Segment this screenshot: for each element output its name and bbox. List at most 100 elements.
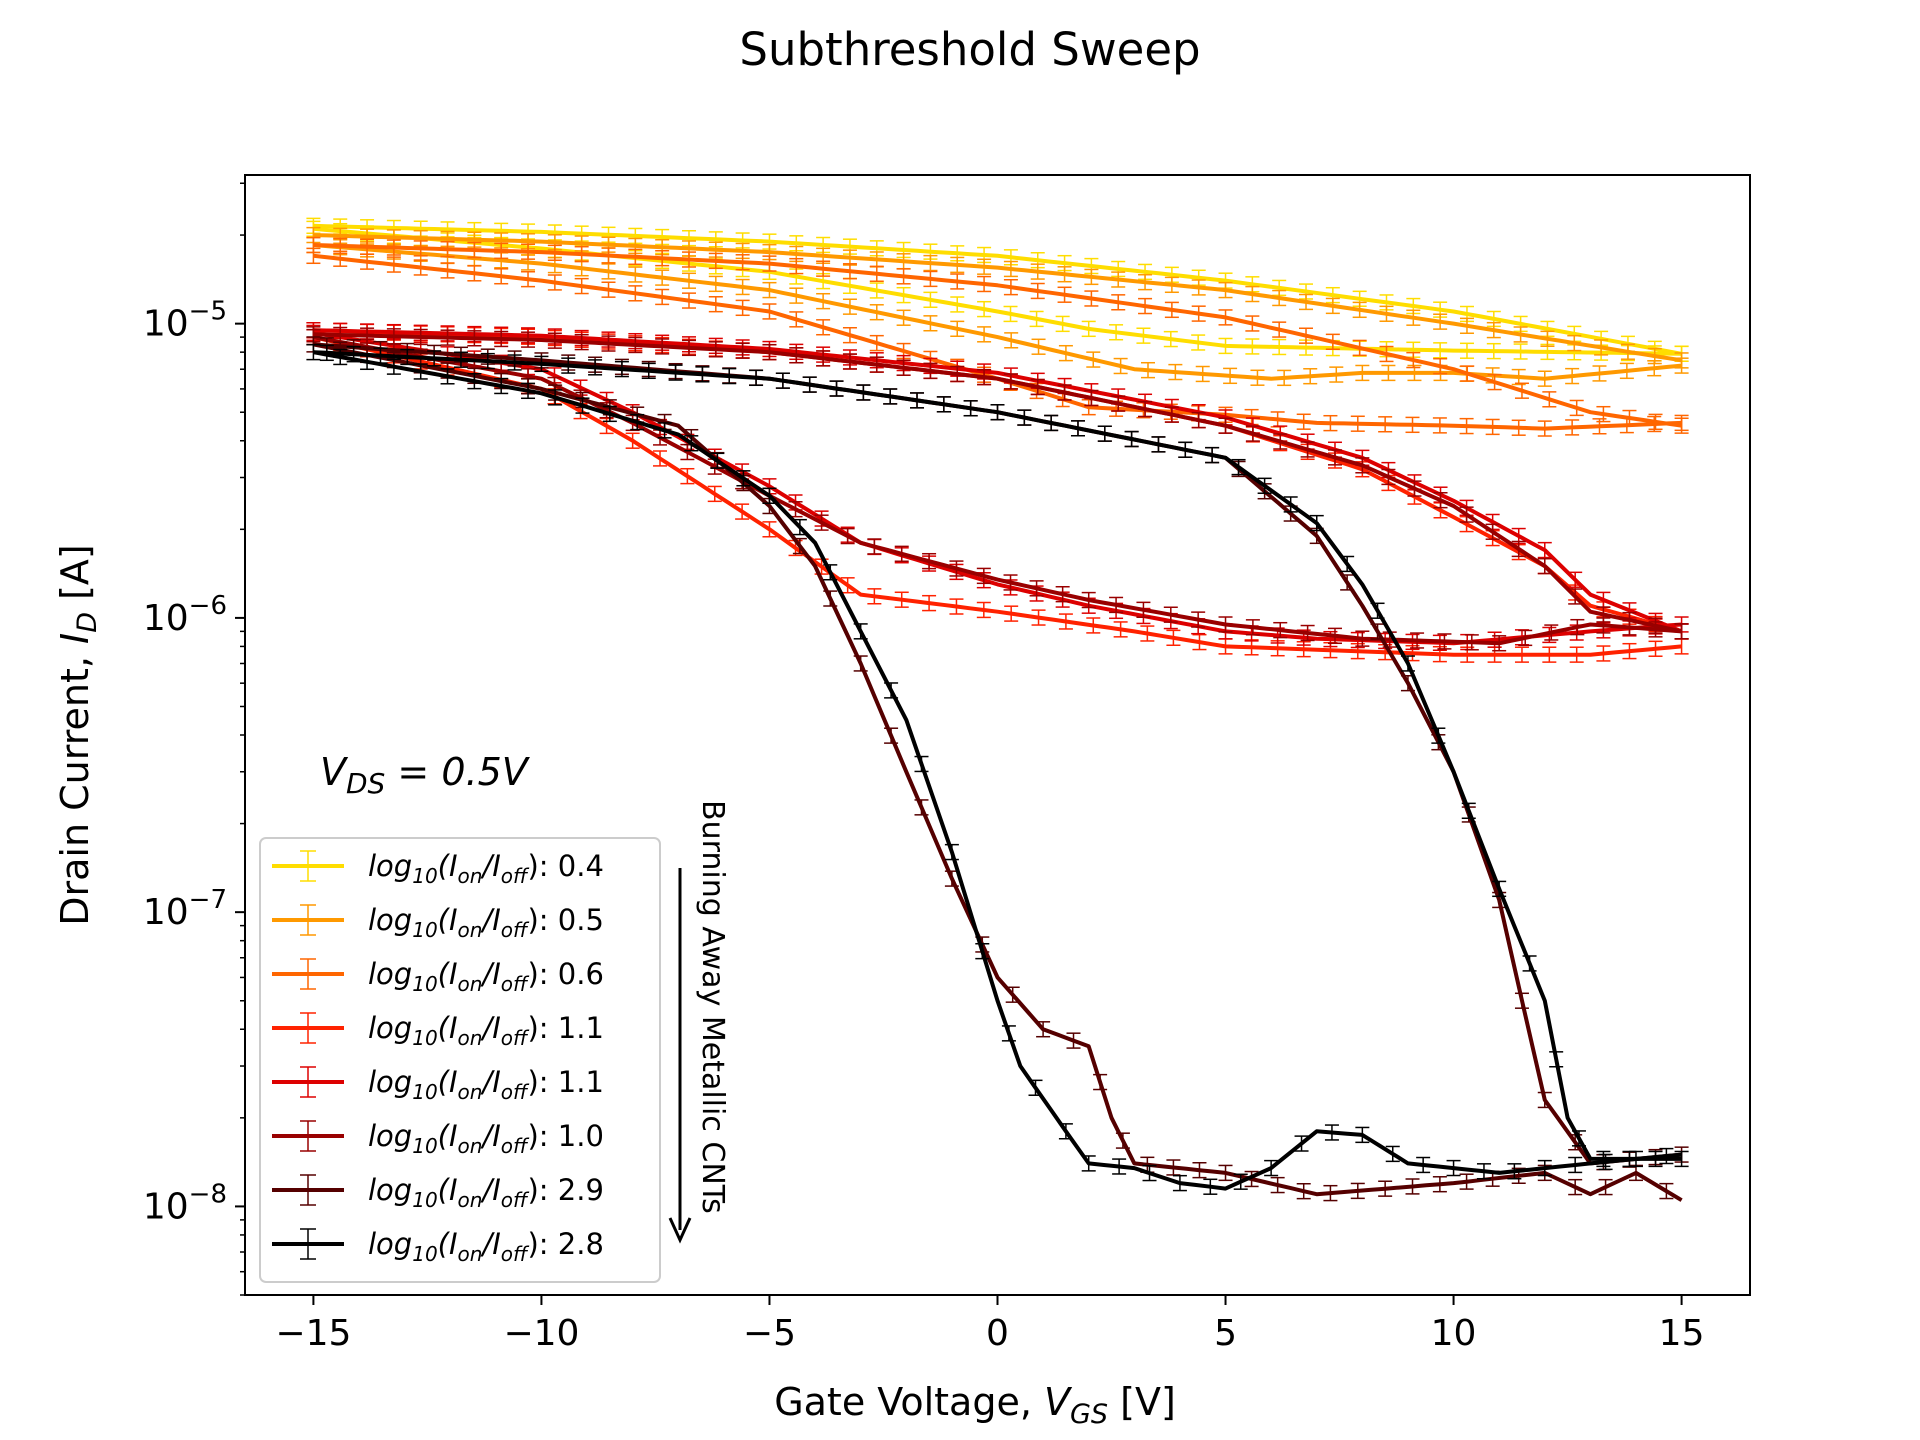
y-tick-exponent: −7 bbox=[189, 885, 227, 915]
legend-slash: /I bbox=[479, 1173, 500, 1207]
series-line-forward bbox=[313, 223, 1682, 356]
legend-label: log10(Ion/Ioff): 1.0 bbox=[368, 1119, 604, 1158]
legend-sub-on: on bbox=[458, 1188, 483, 1212]
legend-log: log bbox=[368, 1011, 412, 1045]
x-axis-label-suffix: [V] bbox=[1108, 1380, 1176, 1424]
legend-label: log10(Ion/Ioff): 0.6 bbox=[368, 957, 604, 996]
legend-log: log bbox=[368, 903, 412, 937]
legend-log: log bbox=[368, 957, 412, 991]
legend-log-base: 10 bbox=[412, 1188, 437, 1212]
y-tick-exponent: −6 bbox=[189, 591, 227, 621]
legend-log: log bbox=[368, 1119, 412, 1153]
legend-slash: /I bbox=[479, 1119, 500, 1153]
x-tick-label: 0 bbox=[986, 1313, 1009, 1354]
legend-sub-on: on bbox=[458, 1242, 483, 1266]
y-tick-exponent: −8 bbox=[189, 1179, 227, 1209]
legend-value: ): 1.1 bbox=[527, 1011, 603, 1045]
x-axis-label-subscript: GS bbox=[1070, 1399, 1108, 1430]
vds-annotation: VDS = 0.5V bbox=[320, 750, 531, 800]
legend-log-base: 10 bbox=[412, 1242, 437, 1266]
legend-sub-on: on bbox=[458, 864, 483, 888]
series-line-reverse bbox=[313, 243, 1682, 381]
x-axis-label-symbol: V bbox=[1044, 1380, 1073, 1424]
legend-entry: log10(Ion/Ioff): 2.8 bbox=[272, 1227, 604, 1266]
legend-value: ): 2.9 bbox=[527, 1173, 603, 1207]
legend-entry: log10(Ion/Ioff): 1.0 bbox=[272, 1119, 604, 1158]
legend-sub-off: off bbox=[501, 864, 530, 888]
y-tick-base: 10 bbox=[143, 304, 189, 345]
legend-slash: /I bbox=[479, 1065, 500, 1099]
legend-sub-off: off bbox=[501, 1242, 530, 1266]
series-line-forward bbox=[313, 328, 1683, 634]
legend-slash: /I bbox=[479, 1011, 500, 1045]
burning-text: Burning Away Metallic CNTs bbox=[695, 800, 730, 1214]
legend-label: log10(Ion/Ioff): 2.8 bbox=[368, 1227, 604, 1266]
vds-symbol: V bbox=[320, 750, 349, 794]
legend-log: log bbox=[368, 1227, 412, 1261]
legend-sub-off: off bbox=[501, 1080, 530, 1104]
legend-sub-off: off bbox=[501, 1188, 530, 1212]
legend-sub-on: on bbox=[458, 1026, 483, 1050]
legend-entry: log10(Ion/Ioff): 0.4 bbox=[272, 849, 604, 888]
vds-value: = 0.5V bbox=[385, 750, 530, 794]
y-axis: 10−810−710−610−5 bbox=[143, 182, 245, 1296]
legend-log: log bbox=[368, 849, 412, 883]
legend-value: ): 0.4 bbox=[527, 849, 603, 883]
legend-log-base: 10 bbox=[412, 1026, 437, 1050]
legend-label: log10(Ion/Ioff): 0.4 bbox=[368, 849, 604, 888]
legend-value: ): 1.1 bbox=[527, 1065, 603, 1099]
legend-log-base: 10 bbox=[412, 1134, 437, 1158]
legend-value: ): 0.5 bbox=[527, 903, 603, 937]
burning-annotation: Burning Away Metallic CNTs bbox=[668, 800, 730, 1244]
legend-log-base: 10 bbox=[412, 864, 437, 888]
chart-title: Subthreshold Sweep bbox=[739, 23, 1200, 76]
series-line-reverse bbox=[313, 350, 1682, 1161]
series-6 bbox=[306, 326, 1689, 652]
legend-entry: log10(Ion/Ioff): 1.1 bbox=[272, 1065, 604, 1104]
y-axis-label: Drain Current, ID [A] bbox=[53, 544, 103, 926]
y-axis-label-subscript: D bbox=[72, 612, 103, 633]
legend-value: ): 0.6 bbox=[527, 957, 603, 991]
series-line-reverse bbox=[313, 335, 1682, 646]
legend-sub-off: off bbox=[501, 1134, 530, 1158]
series-line-reverse bbox=[313, 226, 1682, 356]
x-tick-label: −15 bbox=[275, 1313, 351, 1354]
legend-label: log10(Ion/Ioff): 0.5 bbox=[368, 903, 604, 942]
y-tick-exponent: −5 bbox=[189, 297, 227, 327]
legend-paren-open: (I bbox=[438, 957, 458, 991]
legend-label: log10(Ion/Ioff): 1.1 bbox=[368, 1065, 604, 1104]
series-line-forward bbox=[313, 243, 1682, 428]
legend-log: log bbox=[368, 1065, 412, 1099]
x-tick-label: −10 bbox=[503, 1313, 579, 1354]
x-axis-label: Gate Voltage, VGS [V] bbox=[774, 1380, 1176, 1430]
legend-log-base: 10 bbox=[412, 972, 437, 996]
series-line-forward bbox=[313, 342, 1683, 1202]
legend-value: ): 2.8 bbox=[527, 1227, 603, 1261]
y-tick-base: 10 bbox=[143, 892, 189, 933]
series-8 bbox=[306, 343, 1689, 1195]
x-axis-label-prefix: Gate Voltage, bbox=[774, 1380, 1044, 1424]
legend-slash: /I bbox=[479, 903, 500, 937]
legend-paren-open: (I bbox=[438, 1173, 458, 1207]
legend-label: log10(Ion/Ioff): 1.1 bbox=[368, 1011, 604, 1050]
legend-slash: /I bbox=[479, 1227, 500, 1261]
y-tick-base: 10 bbox=[143, 598, 189, 639]
legend-entry: log10(Ion/Ioff): 0.6 bbox=[272, 957, 604, 996]
legend-paren-open: (I bbox=[438, 1119, 458, 1153]
legend-sub-off: off bbox=[501, 1026, 530, 1050]
legend-sub-on: on bbox=[458, 1134, 483, 1158]
x-tick-label: 15 bbox=[1659, 1313, 1705, 1354]
legend-slash: /I bbox=[479, 957, 500, 991]
series-layer bbox=[306, 217, 1689, 1202]
y-axis-label-symbol: I bbox=[53, 633, 97, 644]
legend-sub-off: off bbox=[501, 972, 530, 996]
legend-log-base: 10 bbox=[412, 1080, 437, 1104]
y-axis-label-suffix: [A] bbox=[53, 544, 97, 612]
y-tick-label: 10−8 bbox=[143, 1179, 227, 1227]
legend-entry: log10(Ion/Ioff): 1.1 bbox=[272, 1011, 604, 1050]
y-tick-label: 10−5 bbox=[143, 297, 227, 345]
y-tick-base: 10 bbox=[143, 1186, 189, 1227]
legend-entry: log10(Ion/Ioff): 2.9 bbox=[272, 1173, 604, 1212]
